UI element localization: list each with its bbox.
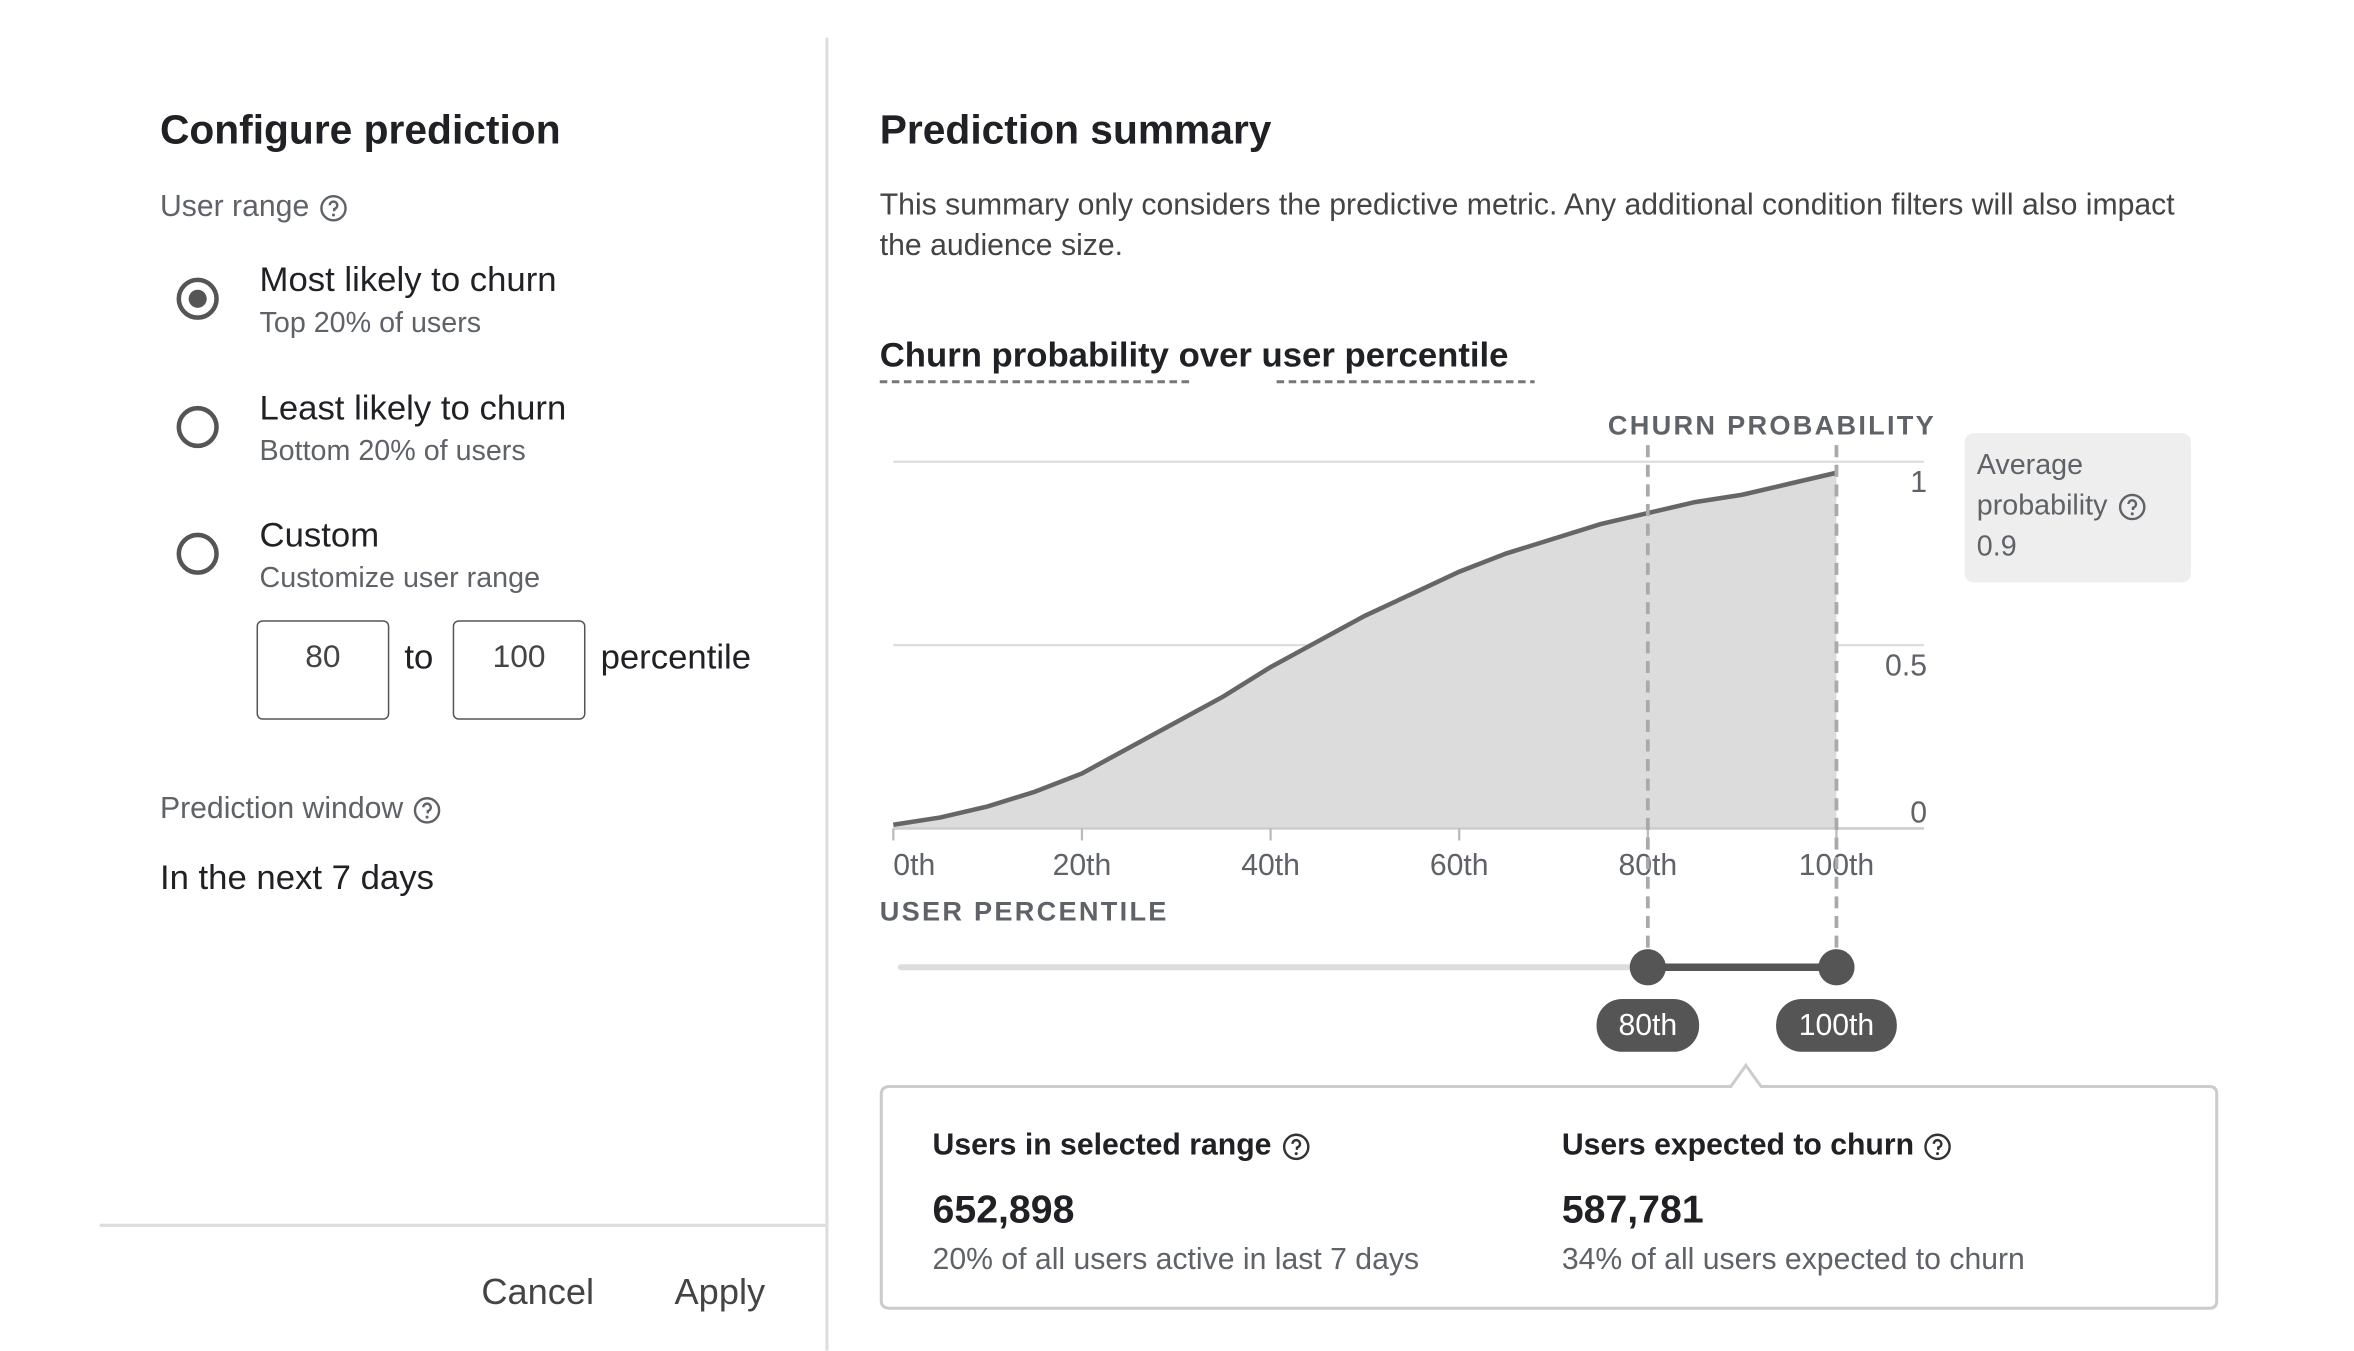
- x-tick-label: 20th: [1053, 849, 1112, 882]
- stat-value: 587,781: [1561, 1186, 1704, 1232]
- panel-title: Prediction summary: [879, 107, 1272, 153]
- label: User range: [160, 190, 349, 225]
- option-label: Custom: [259, 514, 380, 554]
- option-description: Bottom 20% of users: [259, 436, 526, 468]
- radio-dot: [188, 289, 207, 308]
- help-icon[interactable]: [318, 193, 348, 223]
- value-pill-label: 100th: [1799, 1009, 1874, 1042]
- help-icon[interactable]: [412, 795, 442, 825]
- y-tick-label: 0.5: [1885, 649, 1927, 682]
- input[interactable]: 80: [256, 620, 390, 720]
- radio[interactable]: [176, 405, 219, 449]
- help-icon[interactable]: [2117, 492, 2147, 522]
- button[interactable]: Apply: [674, 1272, 766, 1313]
- average-box: Average probability 0.9: [1964, 433, 2192, 583]
- option-description: Customize user range: [259, 562, 541, 595]
- radio[interactable]: [176, 532, 219, 575]
- text: to: [404, 636, 434, 677]
- stats-card: [879, 1062, 2219, 1310]
- stat-value: 652,898: [932, 1186, 1075, 1232]
- y-tick-label: 0: [1910, 796, 1927, 829]
- value-pill: [1596, 998, 1700, 1052]
- slider-knob[interactable]: [1629, 949, 1666, 986]
- average-value: 0.9: [1976, 531, 2017, 563]
- label: Prediction window: [160, 792, 442, 827]
- label-text: Prediction window: [159, 792, 404, 826]
- stat-note: 20% of all users active in last 7 days: [932, 1243, 1420, 1277]
- x-tick-label: 60th: [1430, 849, 1489, 882]
- help-icon[interactable]: [1280, 1131, 1310, 1161]
- average-label: Average probability: [1976, 449, 2108, 523]
- value-pill: [1776, 998, 1897, 1052]
- slider-knob[interactable]: [1818, 949, 1855, 986]
- label-text: User range: [159, 190, 310, 224]
- stat-note: 34% of all users expected to churn: [1561, 1243, 2025, 1277]
- area: [893, 472, 1837, 829]
- help-icon[interactable]: [1923, 1131, 1953, 1161]
- description: This summary only considers the predicti…: [879, 188, 2175, 263]
- radio[interactable]: [176, 277, 219, 320]
- option-description: Top 20% of users: [259, 307, 482, 340]
- chart: 0 0.5 1 CHURN PROBABILITY USER PERCENTILE 0th…: [880, 410, 1936, 1052]
- text: percentile: [600, 636, 752, 677]
- stat-label-text: Users in selected range: [932, 1128, 1272, 1162]
- line: [892, 470, 1837, 828]
- value: In the next 7 days: [159, 857, 434, 897]
- panel-title: Configure prediction: [159, 107, 561, 153]
- stat-label-text: Users expected to churn: [1561, 1128, 1915, 1162]
- y-axis-label: CHURN PROBABILITY: [1608, 410, 1936, 441]
- button[interactable]: Cancel: [481, 1272, 595, 1313]
- stat-label: Users expected to churn: [1562, 1129, 1953, 1164]
- option-label: Most likely to churn: [259, 259, 557, 299]
- value-pill-label: 80th: [1618, 1009, 1677, 1042]
- input[interactable]: 100: [452, 620, 586, 720]
- option-label: Least likely to churn: [259, 387, 567, 428]
- x-tick-label: 40th: [1241, 849, 1300, 882]
- chart-title: Churn probability over user percentile: [879, 334, 1509, 375]
- y-tick-label: 1: [1910, 466, 1927, 499]
- x-tick-label: 0th: [893, 849, 935, 882]
- stat-label: Users in selected range: [933, 1129, 1311, 1164]
- x-axis-label: USER PERCENTILE: [880, 895, 1169, 926]
